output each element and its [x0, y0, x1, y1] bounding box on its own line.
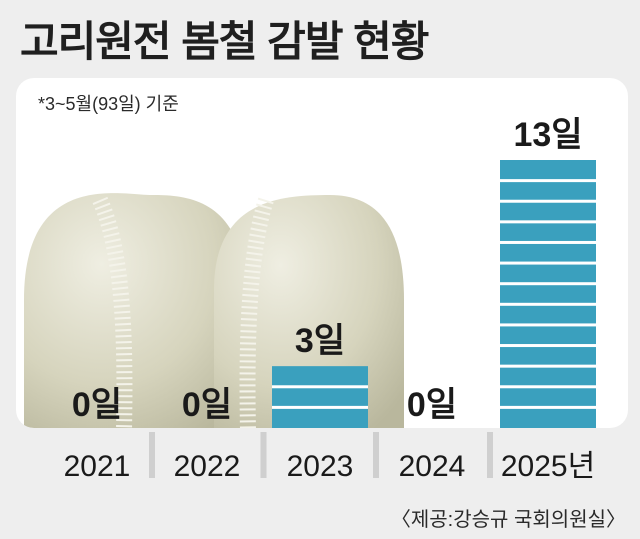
bar-stripe: [272, 385, 368, 389]
category-label-2: 2023: [287, 450, 354, 483]
bar-stripe: [500, 323, 596, 327]
category-separator: [149, 432, 155, 478]
category-label-1: 2022: [174, 450, 241, 483]
category-separator: [373, 432, 379, 478]
bar-stripe: [500, 199, 596, 203]
dome-right-ladder: [239, 197, 274, 428]
value-label-3: 0일: [407, 386, 457, 424]
bar-stripe: [272, 405, 368, 409]
value-label-4: 13일: [513, 116, 582, 154]
bar-stripe: [500, 364, 596, 368]
bar-stripe: [500, 282, 596, 286]
bar-stripe: [500, 302, 596, 306]
value-label-0: 0일: [72, 386, 122, 424]
bar-stripe: [500, 405, 596, 409]
category-separator: [487, 432, 493, 478]
chart-title: 고리원전 봄철 감발 현황: [20, 18, 429, 65]
bar-4: [500, 160, 596, 428]
source-credit: 〈제공:강승규 국회의원실〉: [390, 509, 626, 531]
chart-note: *3~5월(93일) 기준: [38, 94, 179, 114]
category-label-4: 2025년: [501, 450, 595, 483]
bar-stripe: [500, 344, 596, 348]
dome-left: [24, 193, 246, 428]
value-label-1: 0일: [182, 386, 232, 424]
category-separator: [260, 432, 267, 478]
bar-stripe: [500, 261, 596, 265]
bar-stripe: [500, 240, 596, 244]
category-label-0: 2021: [64, 450, 131, 483]
bar-stripe: [500, 385, 596, 389]
category-label-3: 2024: [399, 450, 466, 483]
bar-stripe: [500, 220, 596, 224]
bar-stripe: [500, 179, 596, 183]
value-label-2: 3일: [295, 322, 345, 360]
bar-2: [272, 366, 368, 428]
